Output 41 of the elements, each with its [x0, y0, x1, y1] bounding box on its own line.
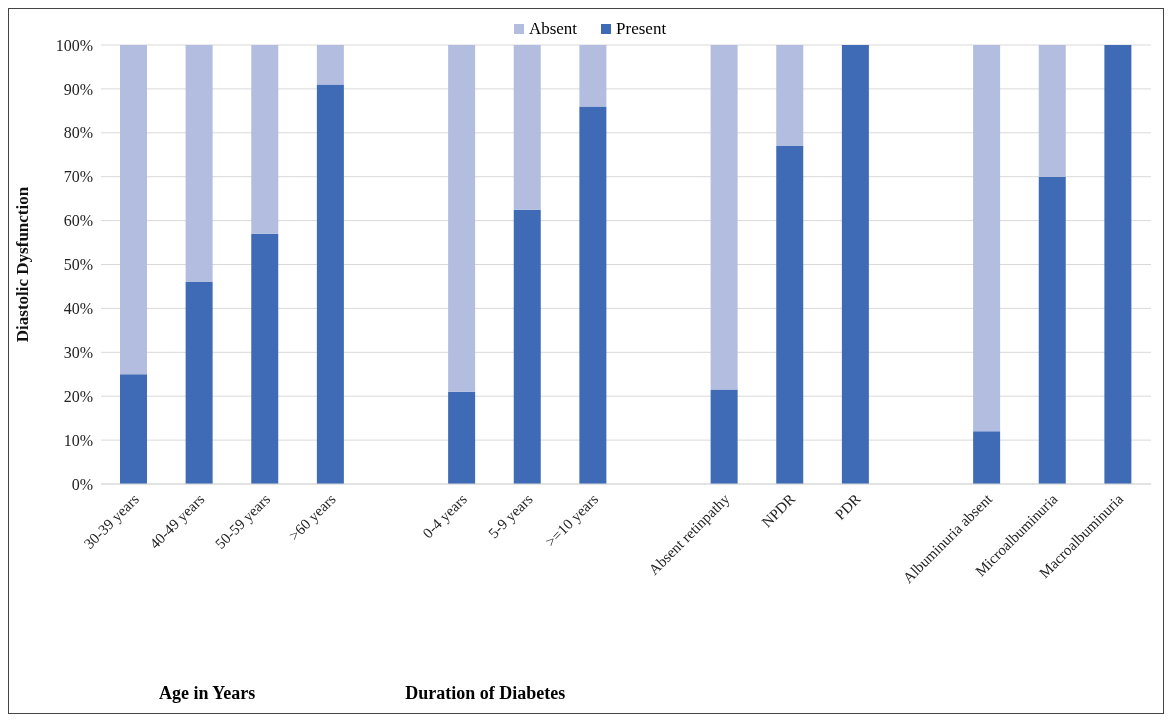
bar	[185, 45, 213, 283]
y-tick-label: 60%	[63, 212, 93, 230]
bar	[841, 45, 869, 484]
bar	[251, 233, 279, 484]
bar	[316, 45, 344, 85]
bar	[579, 45, 607, 107]
y-tick-label: 40%	[63, 300, 93, 318]
bar	[710, 389, 738, 484]
bar	[973, 45, 1001, 432]
bar	[448, 391, 476, 484]
bar	[973, 431, 1001, 484]
y-tick-label: 80%	[63, 124, 93, 142]
bar	[513, 45, 541, 210]
bar	[579, 106, 607, 484]
bar	[1104, 45, 1132, 484]
x-tick-label: PDR	[831, 490, 864, 523]
y-tick-label: 90%	[63, 80, 93, 98]
y-tick-label: 0%	[71, 475, 93, 493]
y-tick-label: 50%	[63, 256, 93, 274]
bar	[710, 45, 738, 390]
text: Age in Years	[159, 683, 256, 704]
bar	[1038, 45, 1066, 177]
y-tick-label: 20%	[63, 387, 93, 405]
bar	[513, 209, 541, 484]
bar	[120, 374, 147, 484]
y-tick-label: 70%	[63, 168, 93, 186]
y-axis-title: Diastolic Dysfunction	[13, 186, 33, 343]
bar	[120, 45, 147, 375]
bar	[251, 45, 279, 234]
legend-label: Present	[615, 19, 667, 39]
y-tick-label: 10%	[63, 431, 93, 449]
bar	[1038, 176, 1066, 484]
bar	[185, 282, 213, 484]
bar	[776, 145, 804, 484]
text: Duration of Diabetes	[405, 683, 566, 704]
bar	[776, 45, 804, 146]
bar	[316, 84, 344, 484]
bar	[448, 45, 476, 392]
legend-label: Absent	[527, 19, 578, 39]
y-tick-label: 100%	[55, 36, 93, 54]
y-tick-label: 30%	[63, 343, 93, 361]
